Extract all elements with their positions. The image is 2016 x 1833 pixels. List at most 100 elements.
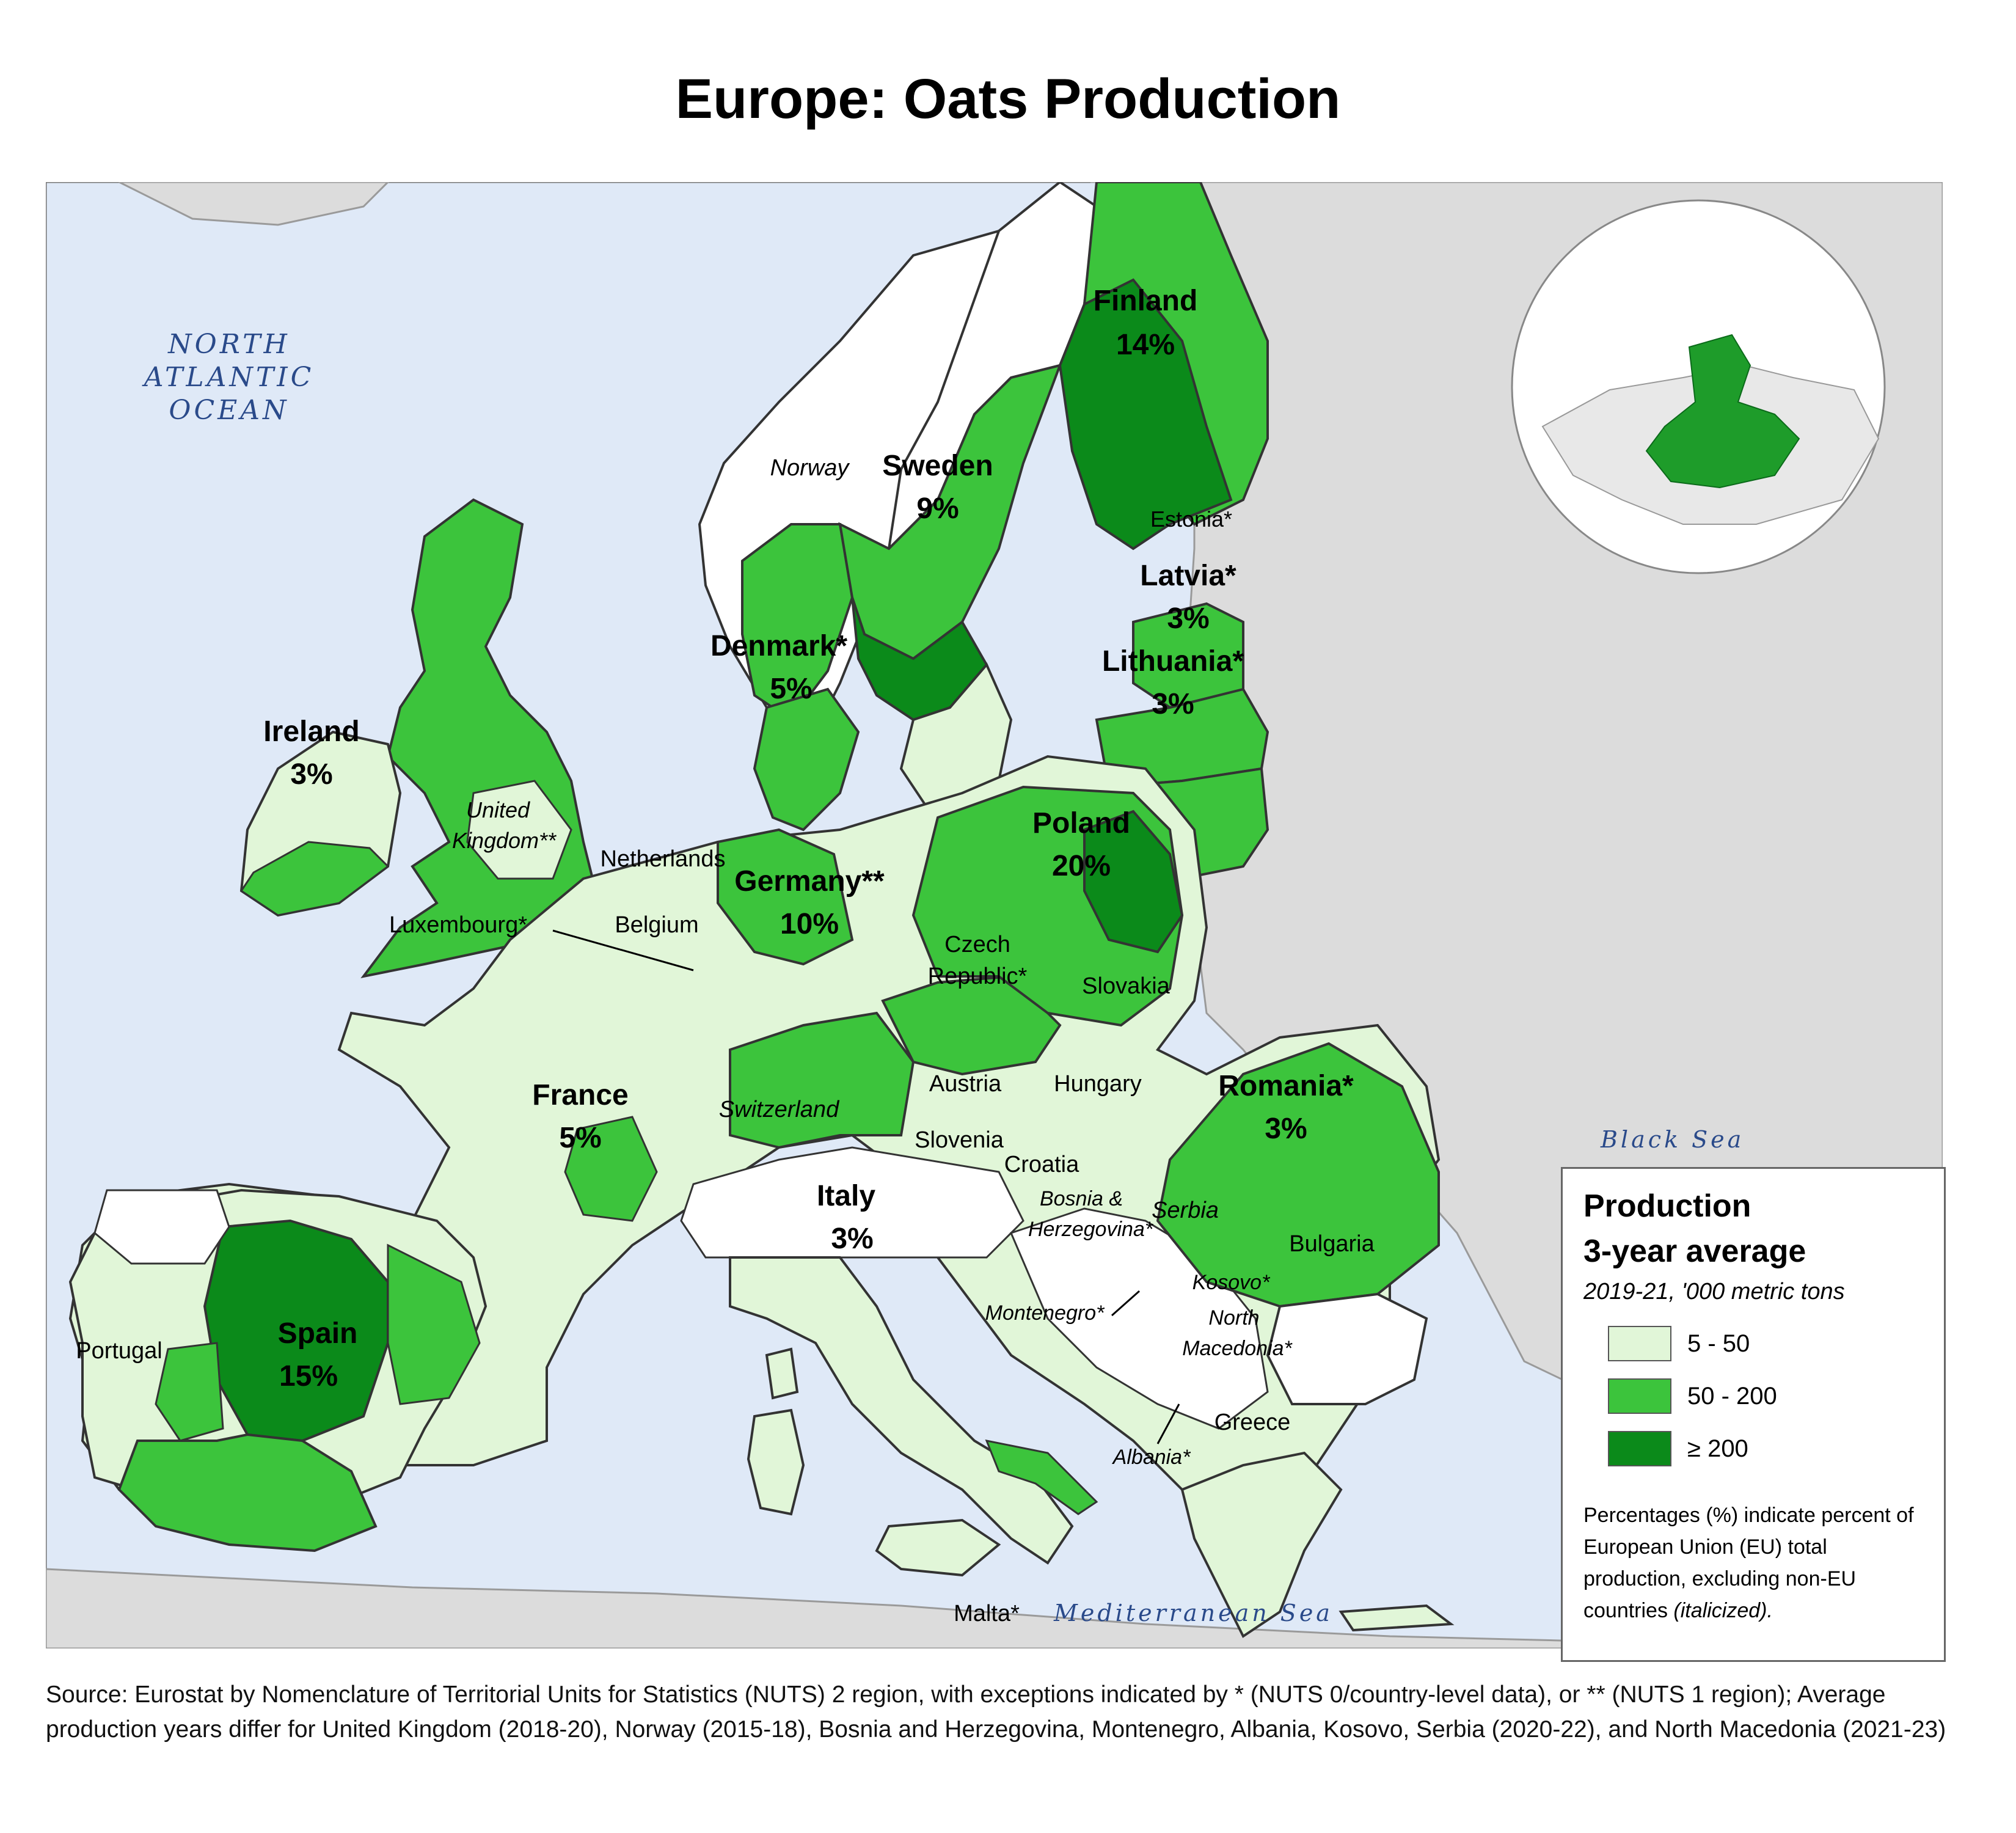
label-uk-1: United <box>466 797 530 822</box>
greenland-corner <box>119 182 390 226</box>
label-romania: Romania* <box>1218 1070 1354 1102</box>
region-corsica <box>765 1347 799 1400</box>
north-africa-land <box>46 1568 1696 1648</box>
region-bulgaria <box>1266 1292 1428 1405</box>
region-germany-north <box>717 828 854 966</box>
legend-item-high: ≥ 200 <box>1583 1422 1923 1475</box>
region-italy <box>729 1256 1074 1565</box>
region-spain-north-white <box>93 1189 230 1265</box>
map-title: Europe: Oats Production <box>675 68 1341 130</box>
region-germany-south <box>729 1011 915 1149</box>
label-luxembourg: Luxembourg* <box>389 912 527 938</box>
region-sardinia <box>747 1408 805 1516</box>
label-bosnia-2: Herzegovina* <box>1028 1218 1154 1241</box>
legend-label-mid: 50 - 200 <box>1687 1382 1777 1410</box>
label-denmark: Denmark* <box>710 630 847 662</box>
legend-label-low: 5 - 50 <box>1687 1330 1750 1357</box>
legend-note-text: Percentages (%) indicate percent of Euro… <box>1583 1504 1914 1622</box>
region-spain-west <box>155 1342 224 1442</box>
region-italy-puglia <box>985 1439 1098 1515</box>
locator-globe <box>1511 199 1886 574</box>
label-netherlands: Netherlands <box>601 846 726 872</box>
label-switzerland: Switzerland <box>719 1097 840 1122</box>
legend-note-italic: (italicized). <box>1673 1599 1773 1622</box>
black-sea-label: Black Sea <box>1600 1126 1744 1153</box>
legend-box: Production 3-year average 2019-21, '000 … <box>1561 1167 1946 1662</box>
label-croatia: Croatia <box>1004 1152 1079 1177</box>
label-albania: Albania* <box>1112 1446 1191 1469</box>
label-kosovo: Kosovo* <box>1192 1271 1271 1294</box>
legend-title-2: 3-year average <box>1583 1234 1806 1269</box>
region-romania <box>1156 1042 1440 1308</box>
region-uk-light <box>466 780 572 880</box>
label-italy: Italy <box>817 1180 875 1212</box>
leader-montenegro <box>1111 1290 1140 1317</box>
label-macedonia-2: Macedonia* <box>1182 1337 1293 1360</box>
region-finland-core <box>1058 278 1233 551</box>
label-norway: Norway <box>770 455 850 481</box>
label-romania-pct: 3% <box>1265 1113 1307 1145</box>
label-poland-pct: 20% <box>1052 850 1111 882</box>
label-latvia: Latvia* <box>1140 560 1236 592</box>
region-denmark <box>753 687 860 832</box>
region-greece <box>1180 1451 1343 1638</box>
ocean-label-ocean: OCEAN <box>169 395 289 426</box>
region-norway-south <box>741 523 854 722</box>
label-malta: Malta* <box>954 1601 1020 1626</box>
ocean-label-atlantic: ATLANTIC <box>142 362 315 393</box>
label-germany: Germany** <box>734 865 885 898</box>
region-white-alps <box>680 1146 1024 1259</box>
label-italy-pct: 3% <box>831 1223 873 1255</box>
label-france: France <box>532 1079 628 1111</box>
label-sweden: Sweden <box>882 450 993 482</box>
label-germany-pct: 10% <box>780 908 839 940</box>
region-ireland-south <box>239 841 390 916</box>
leader-luxembourg <box>552 929 694 971</box>
country-labels: Finland 14% Norway Sweden 9% Estonia* La… <box>76 285 1375 1626</box>
legend-swatch-mid <box>1608 1378 1671 1414</box>
legend-swatch-low <box>1608 1326 1671 1361</box>
label-bulgaria: Bulgaria <box>1289 1231 1375 1257</box>
region-sicily <box>875 1518 1001 1577</box>
region-poland-dark <box>1083 810 1184 954</box>
label-poland: Poland <box>1032 807 1130 840</box>
label-spain: Spain <box>278 1317 358 1350</box>
label-denmark-pct: 5% <box>770 673 812 705</box>
mediterranean-label: Mediterranean Sea <box>1053 1600 1333 1626</box>
label-bosnia-1: Bosnia & <box>1040 1187 1123 1210</box>
legend-label-high: ≥ 200 <box>1687 1435 1748 1462</box>
label-ireland-pct: 3% <box>290 758 332 791</box>
label-portugal: Portugal <box>76 1338 163 1364</box>
label-czech-2: Republic* <box>928 964 1028 989</box>
label-uk-2: Kingdom** <box>452 828 557 853</box>
legend-item-low: 5 - 50 <box>1583 1317 1923 1370</box>
label-finland-pct: 14% <box>1116 329 1175 361</box>
label-montenegro: Montenegro* <box>985 1301 1105 1325</box>
label-czech-1: Czech <box>944 932 1010 957</box>
region-spain-south <box>117 1433 378 1553</box>
label-serbia: Serbia <box>1152 1198 1219 1223</box>
legend-title-1: Production <box>1583 1188 1751 1224</box>
ocean-label-north: NORTH <box>167 329 290 360</box>
region-spain-east <box>387 1243 481 1405</box>
label-lithuania-pct: 3% <box>1152 688 1194 720</box>
label-belgium: Belgium <box>615 912 698 938</box>
label-greece: Greece <box>1214 1410 1291 1435</box>
label-sweden-pct: 9% <box>916 492 959 525</box>
label-ireland: Ireland <box>263 715 359 748</box>
label-macedonia-1: North <box>1208 1306 1259 1330</box>
source-note: Source: Eurostat by Nomenclature of Terr… <box>46 1681 1946 1743</box>
label-spain-pct: 15% <box>279 1360 338 1392</box>
region-france-centre <box>564 1116 658 1222</box>
label-lithuania: Lithuania* <box>1102 645 1244 678</box>
label-austria: Austria <box>929 1071 1002 1097</box>
europe-map: NORTH ATLANTIC OCEAN Black Sea Mediterra… <box>46 182 1943 1648</box>
globe-eu <box>1645 334 1800 489</box>
region-crete <box>1339 1604 1455 1632</box>
legend-note: Percentages (%) indicate percent of Euro… <box>1583 1499 1923 1626</box>
label-france-pct: 5% <box>559 1122 601 1154</box>
label-hungary: Hungary <box>1054 1071 1142 1097</box>
legend-item-mid: 50 - 200 <box>1583 1370 1923 1422</box>
region-czech <box>881 975 1062 1076</box>
legend-swatch-high <box>1608 1431 1671 1466</box>
